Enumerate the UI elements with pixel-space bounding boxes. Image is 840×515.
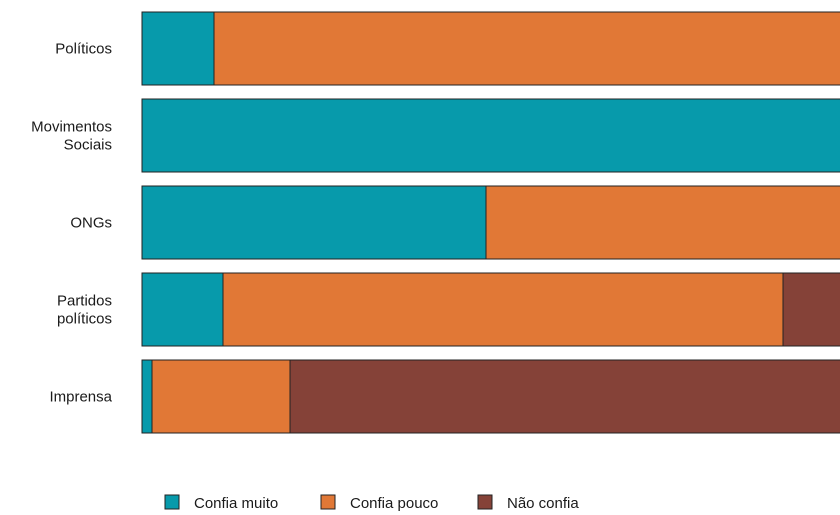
legend-label-nao-confia: Não confia — [507, 495, 579, 512]
bar-partidos-politicos-confia-pouco — [222, 272, 784, 347]
legend-swatch-confia-muito — [164, 494, 180, 510]
bar-movimentos-sociais-confia-muito — [141, 98, 840, 173]
bar-imprensa-nao-confia — [289, 359, 840, 434]
category-label: ONGs — [70, 215, 112, 232]
bar-partidos-politicos-nao-confia — [782, 272, 840, 347]
bar-partidos-politicos-confia-muito — [141, 272, 224, 347]
legend-label-confia-muito: Confia muito — [194, 495, 278, 512]
bar-ongs-confia-muito — [141, 185, 487, 260]
category-label: Partidos políticos — [57, 293, 112, 328]
bar-imprensa-confia-pouco — [151, 359, 291, 434]
category-label: Políticos — [55, 41, 112, 58]
category-label: Imprensa — [49, 389, 112, 406]
legend: Confia muito Confia pouco Não confia — [164, 494, 579, 512]
legend-label-confia-pouco: Confia pouco — [350, 495, 438, 512]
bar-politicos-confia-muito — [141, 11, 215, 86]
category-label: Movimentos Sociais — [31, 119, 112, 154]
bar-imprensa-confia-muito — [141, 359, 153, 434]
bar-ongs-confia-pouco — [485, 185, 840, 260]
legend-swatch-nao-confia — [477, 494, 493, 510]
legend-swatch-confia-pouco — [320, 494, 336, 510]
category-labels: Políticos Movimentos Sociais ONGs Partidos po… — [31, 41, 113, 406]
bars-layer — [141, 11, 840, 434]
bar-politicos-confia-pouco — [213, 11, 840, 86]
